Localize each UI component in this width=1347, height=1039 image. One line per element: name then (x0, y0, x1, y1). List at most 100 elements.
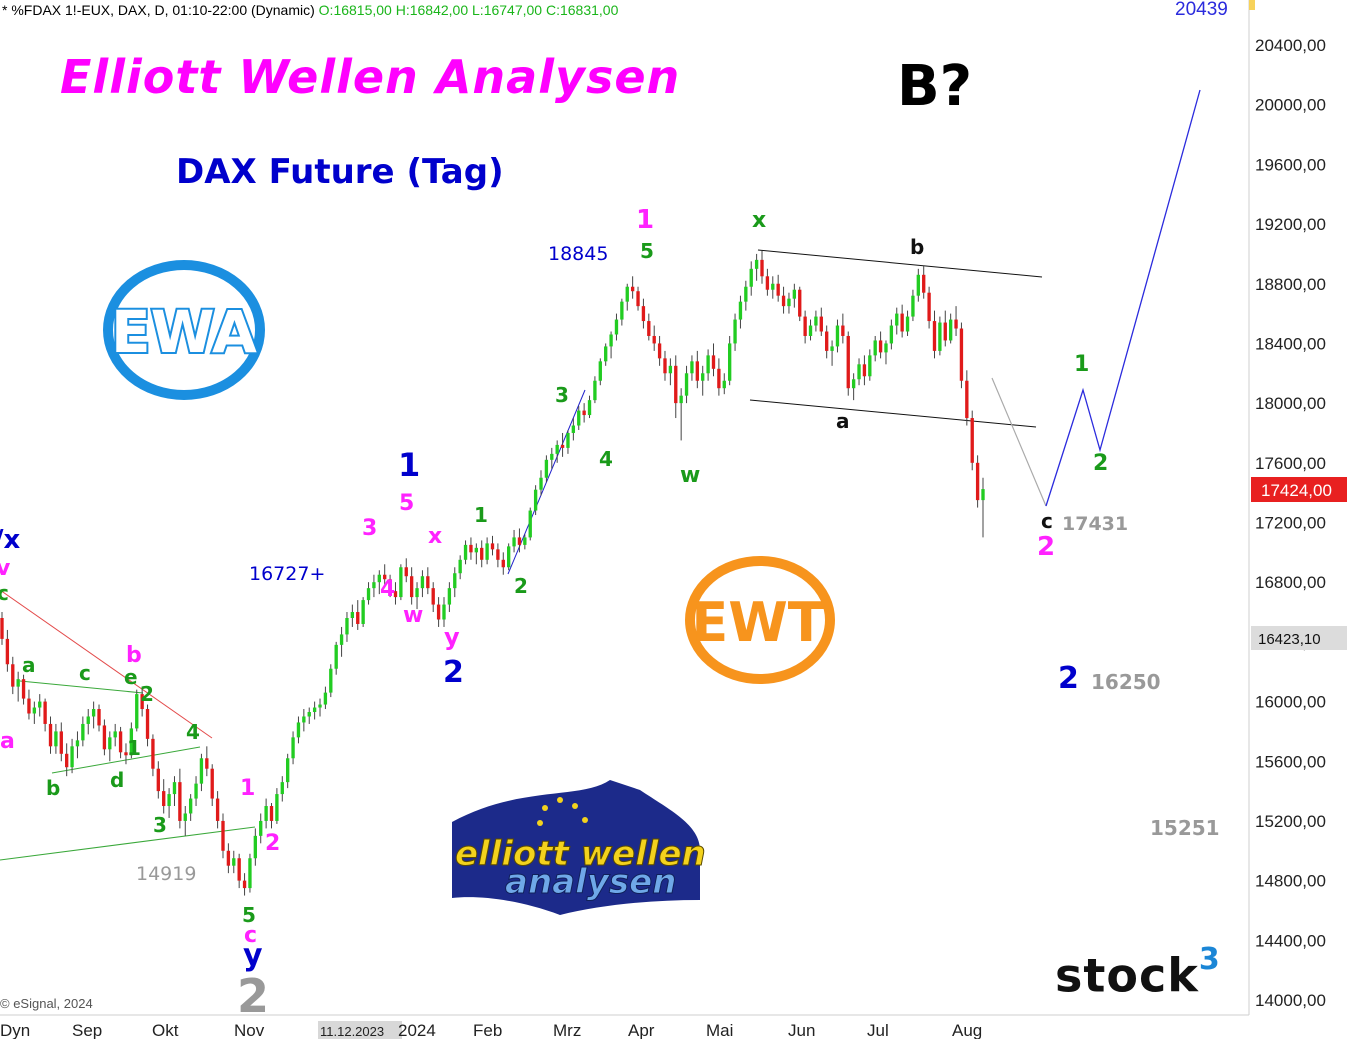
candle-body (609, 334, 613, 347)
candle-body (776, 283, 780, 296)
candle-body (226, 850, 231, 866)
candle-body (787, 298, 791, 307)
candle-body (264, 806, 268, 821)
candle-body (965, 380, 969, 419)
candle-body (5, 638, 10, 665)
wave-label-n1-blue-mid: 1 (398, 446, 420, 484)
candle-body (16, 679, 20, 687)
candle-body (113, 731, 117, 738)
wave-label-n2-magenta-low: 2 (265, 831, 280, 856)
date-tick-label: Jul (867, 1021, 889, 1039)
candle-body (307, 712, 311, 717)
date-tick-label: Dyn (0, 1021, 30, 1039)
wave-label-val-14919: 14919 (136, 863, 196, 885)
wave-label-n5-green-top: 5 (640, 239, 654, 263)
wave-label-left-c-top: c (0, 581, 9, 605)
date-tick-label: 11.12.2023 (320, 1024, 384, 1039)
candle-body (948, 319, 953, 341)
candle-body (145, 709, 150, 739)
candle-body (205, 758, 209, 769)
candle-body (808, 325, 813, 336)
date-tick-label: Mrz (553, 1021, 581, 1039)
wave-label-left-v: v (0, 556, 11, 581)
date-tick-label: Feb (473, 1021, 502, 1039)
candle-body (59, 731, 63, 754)
candle-body (469, 544, 473, 553)
wave-label-n2-grey-low: 2 (237, 969, 269, 1023)
wave-label-tri-a: a (22, 653, 36, 677)
candle-body (129, 728, 134, 756)
candle-body (938, 322, 942, 351)
candle-body (248, 858, 252, 889)
price-tick-label: 16000,00 (1255, 693, 1326, 712)
candle-body (711, 355, 716, 369)
candle-body (339, 634, 344, 645)
candle-body (905, 316, 910, 332)
wave-label-tri-e: e (124, 665, 138, 689)
candle-body (312, 707, 317, 713)
candle-body (11, 664, 15, 687)
candle-body (916, 274, 920, 296)
wave-annotations: /xvcaabcdeb2134149195cy21216727+1534wxy2… (0, 205, 1220, 1023)
candle-body (884, 343, 888, 353)
candle-body (652, 335, 656, 344)
candle-body (970, 418, 974, 463)
price-tick-label: 17600,00 (1255, 454, 1326, 473)
wave-label-n2-magenta-right: 2 (1037, 532, 1055, 562)
candle-body (393, 591, 398, 598)
wave-label-tri-d: d (110, 768, 124, 792)
candle-body (900, 313, 904, 332)
candle-body (54, 731, 58, 747)
candle-body (630, 286, 635, 292)
candle-body (329, 668, 333, 693)
candle-body (81, 723, 85, 741)
date-tick-label: Mai (706, 1021, 733, 1039)
candle-body (366, 588, 371, 601)
wave-label-n2-blue-mid: 2 (443, 655, 464, 690)
candle-body (792, 289, 797, 299)
scenario-label: B? (897, 54, 973, 119)
candle-body (959, 328, 964, 381)
candle-body (0, 618, 4, 639)
candle-body (560, 444, 565, 448)
candle-body (798, 289, 802, 317)
candle-body (690, 361, 694, 374)
date-axis-labels: Dyn Sep Okt Nov 11.12.2023 2024 Feb Mrz Apr Mai Ju… (0, 1021, 982, 1039)
candle-body (604, 346, 608, 362)
price-tick-label: 14800,00 (1255, 872, 1326, 891)
wave-label-tri-c: c (79, 661, 91, 685)
candle-body (625, 286, 629, 302)
price-tick-label: 18400,00 (1255, 334, 1326, 353)
ewt-logo: EWT (685, 556, 835, 684)
price-tick-label: 15600,00 (1255, 752, 1326, 771)
wave-label-left-x: /x (0, 525, 20, 555)
wave-label-val-17431: 17431 (1062, 513, 1128, 535)
candle-body (485, 543, 489, 560)
projection-grey-leg (991, 377, 1047, 507)
candle-body (765, 276, 770, 290)
wave-label-x-green: x (752, 208, 766, 233)
candle-body (151, 738, 155, 769)
candle-body (749, 268, 753, 287)
main-title: Elliott Wellen Analysen (60, 50, 681, 104)
wave-label-n3-magenta-mid: 3 (362, 516, 377, 541)
trend-lines (0, 89, 1201, 861)
candle-body (97, 709, 101, 726)
candle-body (981, 489, 985, 501)
wave-label-n4-green-mid: 4 (599, 447, 613, 471)
candle-body (436, 604, 441, 620)
candle-body (188, 798, 193, 814)
candle-body (506, 546, 511, 568)
wave-label-val-16727: 16727+ (249, 563, 325, 585)
candle-body (722, 380, 726, 389)
date-tick-label: Nov (234, 1021, 265, 1039)
candle-body (70, 746, 74, 768)
price-tick-label: 18800,00 (1255, 275, 1326, 294)
candle-body (361, 600, 365, 624)
candle-body (296, 722, 301, 738)
axis-corner-marker (1249, 0, 1255, 10)
candle-body (803, 316, 807, 336)
candle-body (345, 618, 349, 635)
candle-body (539, 477, 543, 490)
